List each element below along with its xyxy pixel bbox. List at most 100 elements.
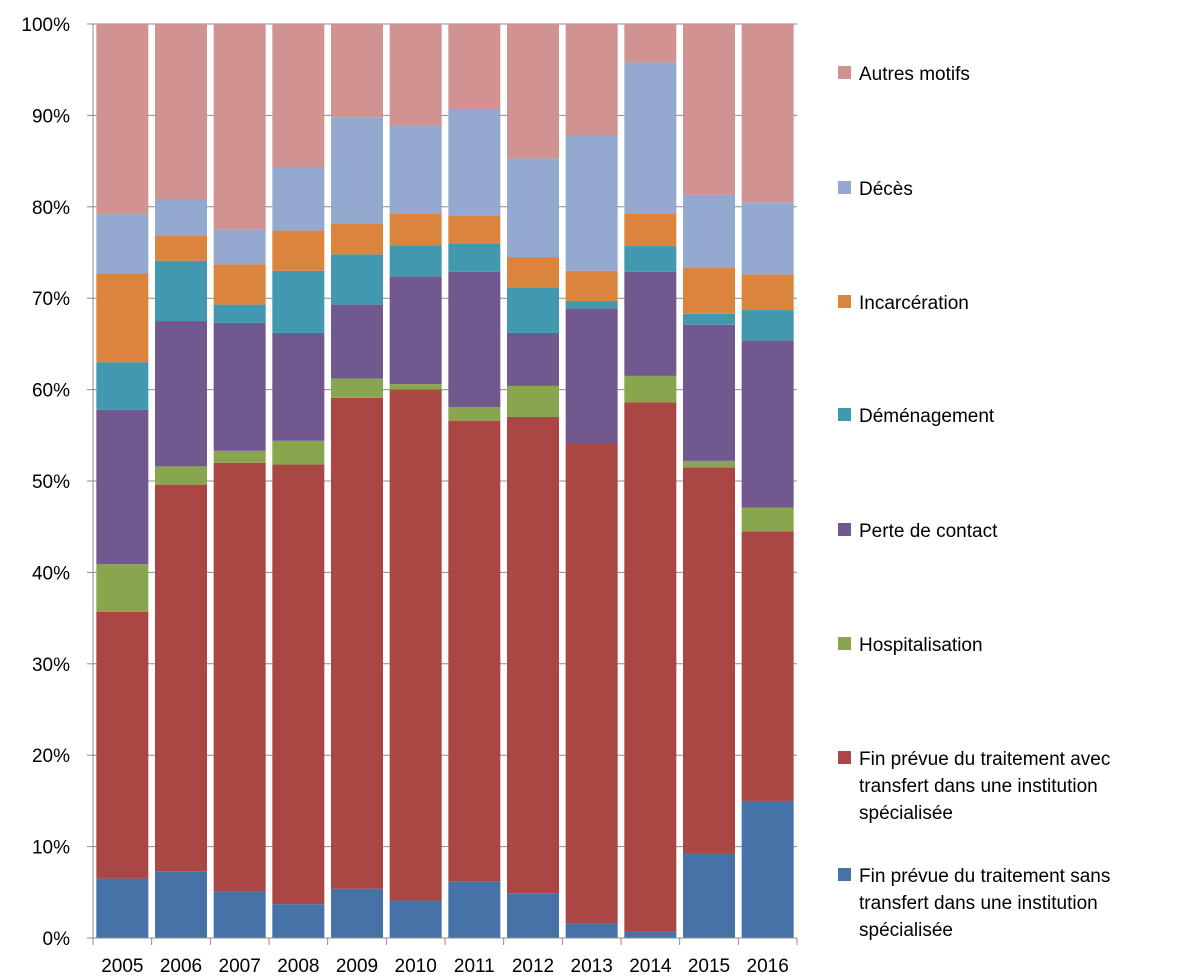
bar-segment <box>565 308 618 444</box>
bar-segment <box>272 440 325 465</box>
bar-segment <box>741 274 794 311</box>
x-tick-label: 2014 <box>629 956 672 977</box>
y-tick-label: 60% <box>32 381 70 402</box>
bar-segment <box>389 245 442 277</box>
bar-segment <box>565 270 618 301</box>
legend-label: spécialisée <box>859 920 953 941</box>
bar-segment <box>507 332 559 386</box>
bar-segment <box>389 384 442 390</box>
y-axis-tick-labels: 0% 10% 20% 30% 40% 50% 60% 70% 80% 90% 100% <box>21 15 70 950</box>
bar-segment <box>448 215 501 244</box>
legend-swatch <box>838 408 851 421</box>
legend-swatch <box>838 637 851 650</box>
legend-swatch <box>838 523 851 536</box>
bar-segment <box>624 931 677 938</box>
legend-label: Hospitalisation <box>859 635 983 656</box>
bar-segment <box>331 254 383 305</box>
bar-segment <box>448 420 501 882</box>
legend-label: Décès <box>859 179 913 200</box>
x-tick-label: 2013 <box>571 956 613 977</box>
bar-segment <box>213 450 266 463</box>
bar-segment <box>96 564 149 612</box>
legend-label: transfert dans une institution <box>859 776 1098 797</box>
bar-segment <box>213 462 266 892</box>
bar-segment <box>213 24 266 230</box>
bar-segment <box>331 223 383 255</box>
legend-label: Incarcération <box>859 293 969 314</box>
bar-segment <box>389 125 442 214</box>
bar-segment <box>331 397 383 889</box>
y-tick-label: 80% <box>32 198 70 219</box>
legend-swatch <box>838 751 851 764</box>
y-tick-label: 90% <box>32 106 70 127</box>
bar-segment <box>683 268 735 314</box>
bar-segment <box>448 24 501 110</box>
legend-label: Fin prévue du traitement avec <box>859 749 1110 770</box>
bar-segment <box>624 271 677 376</box>
bar-segment <box>389 276 442 385</box>
x-tick-label: 2009 <box>336 956 378 977</box>
bar-segment <box>331 378 383 398</box>
bar-segment <box>565 923 618 938</box>
bar-segment <box>448 881 501 938</box>
bar-segment <box>155 321 207 467</box>
gridlines <box>93 23 797 848</box>
bar-segment <box>155 24 207 200</box>
y-tick-label: 30% <box>32 655 70 676</box>
bar-segment <box>507 385 559 418</box>
bar-segment <box>624 246 677 272</box>
y-tick-label: 40% <box>32 563 70 584</box>
bar-segment <box>683 313 735 325</box>
legend-label: Perte de contact <box>859 521 998 542</box>
bar-segment <box>624 213 677 247</box>
bar-segment <box>624 62 677 214</box>
bar-segment <box>624 375 677 403</box>
x-tick-label: 2006 <box>160 956 202 977</box>
bar-segment <box>565 443 618 924</box>
bar-segment <box>741 202 794 275</box>
legend-label: Autres motifs <box>859 64 970 85</box>
bar-segment <box>507 893 559 938</box>
bar-segment <box>683 24 735 195</box>
bar-segment <box>272 270 325 333</box>
bar-segment <box>683 460 735 468</box>
bar-segment <box>741 507 794 532</box>
bar-segment <box>448 109 501 216</box>
bar-segment <box>741 24 794 203</box>
y-tick-label: 50% <box>32 472 70 493</box>
x-tick-label: 2010 <box>395 956 437 977</box>
bars <box>96 24 794 938</box>
legend-swatch <box>838 295 851 308</box>
y-tick-label: 70% <box>32 289 70 310</box>
bar-segment <box>213 264 266 305</box>
bar-segment <box>96 878 149 938</box>
x-tick-label: 2016 <box>747 956 789 977</box>
bar-segment <box>155 199 207 237</box>
y-tick-label: 10% <box>32 838 70 859</box>
y-tick-label: 100% <box>21 15 70 36</box>
bar-segment <box>272 332 325 441</box>
legend-label: spécialisée <box>859 803 953 824</box>
x-tick-label: 2015 <box>688 956 730 977</box>
bar-segment <box>213 304 266 323</box>
bar-segment <box>683 194 735 269</box>
x-tick-label: 2005 <box>101 956 143 977</box>
bar-segment <box>507 417 559 894</box>
bar-segment <box>624 24 677 63</box>
bar-segment <box>683 324 735 461</box>
bar-segment <box>741 340 794 508</box>
bar-segment <box>96 24 149 215</box>
bar-segment <box>389 900 442 938</box>
bar-segment <box>272 167 325 231</box>
bar-segment <box>624 402 677 932</box>
bar-segment <box>331 24 383 118</box>
x-tick-label: 2008 <box>277 956 319 977</box>
bar-segment <box>507 158 559 258</box>
bar-segment <box>565 300 618 309</box>
bar-segment <box>389 213 442 246</box>
bar-segment <box>96 409 149 565</box>
bar-segment <box>155 236 207 261</box>
bar-segment <box>507 24 559 159</box>
bar-segment <box>741 310 794 341</box>
